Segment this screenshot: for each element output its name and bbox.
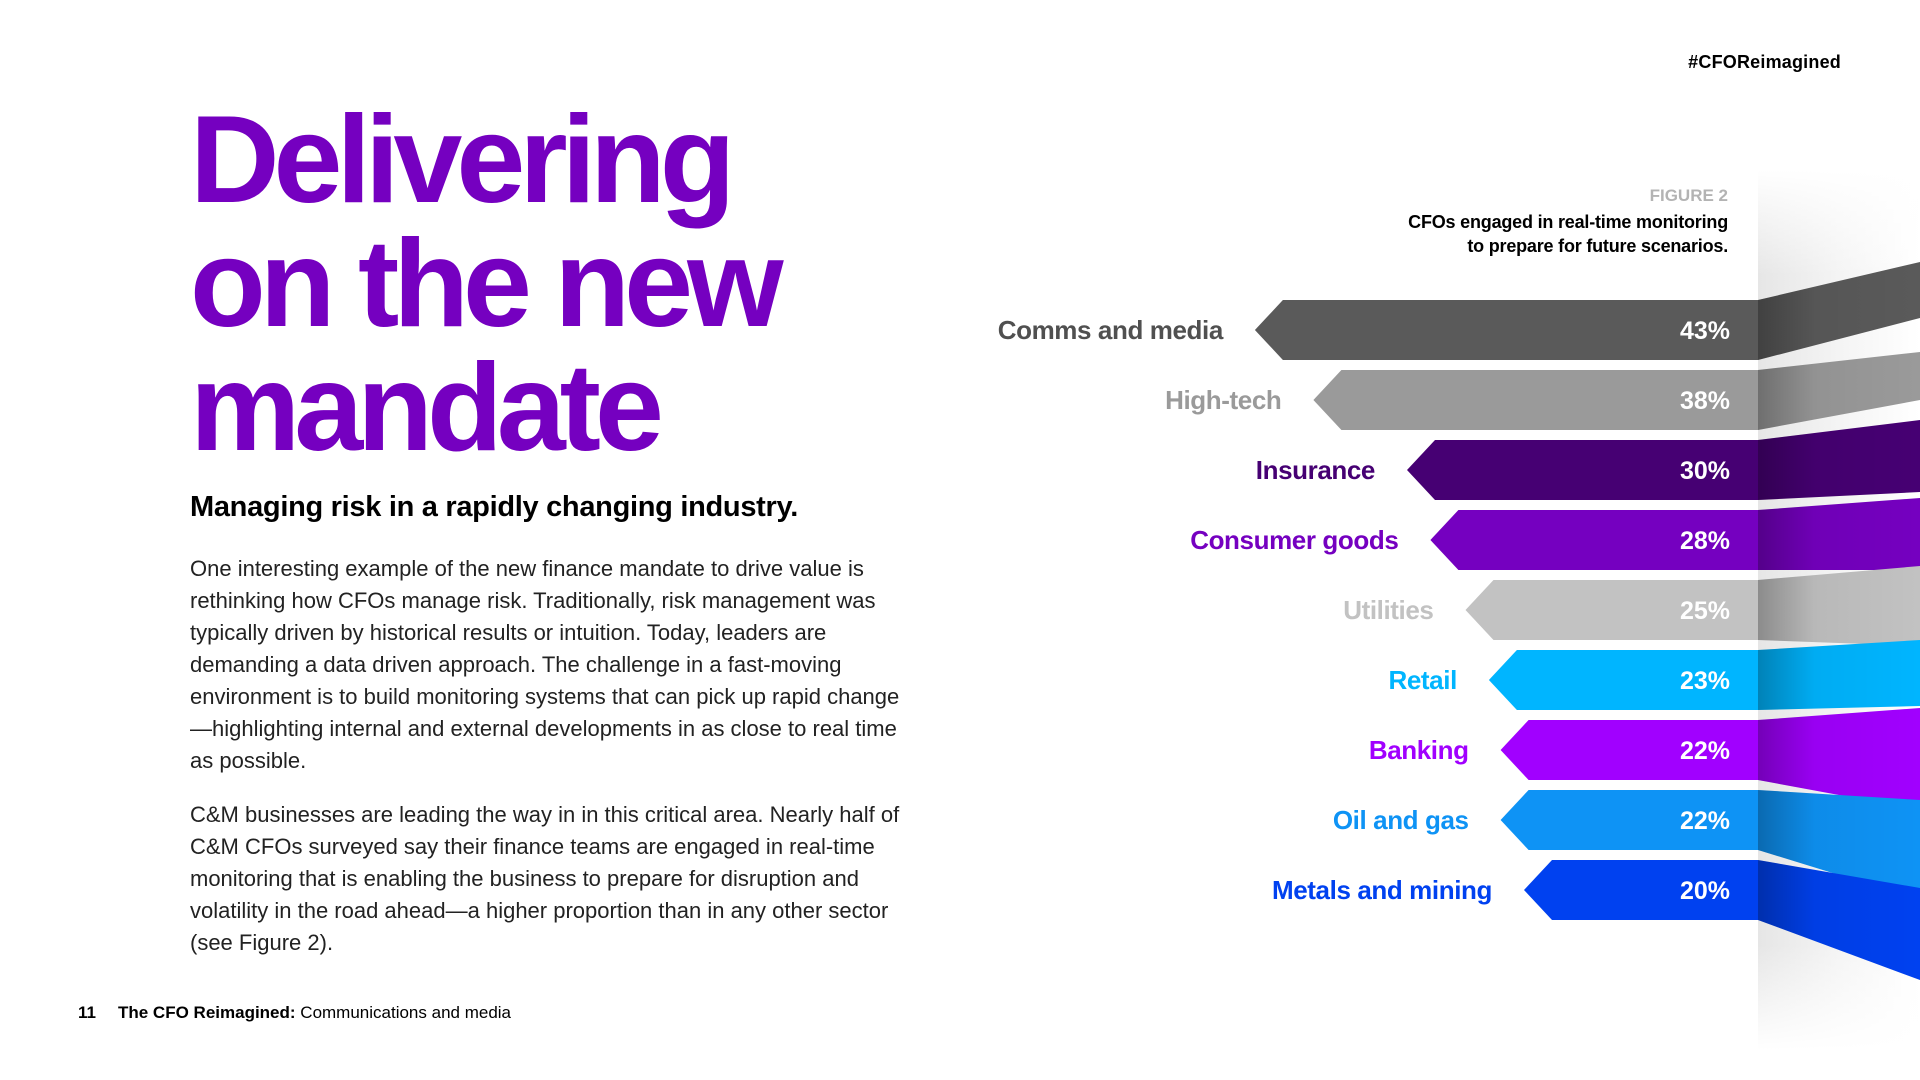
value-label-banking: 22% — [1680, 737, 1730, 765]
ribbon-shade-utilities — [1758, 566, 1920, 646]
category-label-banking: Banking — [1369, 735, 1469, 765]
category-label-utilities: Utilities — [1343, 595, 1433, 625]
bar-utilities — [1465, 580, 1758, 640]
headline-line-3: mandate — [190, 339, 664, 477]
category-label-oil-and-gas: Oil and gas — [1333, 805, 1469, 835]
bar-comms-and-media — [1254, 300, 1758, 360]
category-label-high-tech: High-tech — [1165, 385, 1281, 415]
subheading: Managing risk in a rapidly changing indu… — [190, 491, 798, 523]
value-label-utilities: 25% — [1680, 597, 1730, 625]
category-label-comms-and-media: Comms and media — [998, 315, 1224, 345]
ribbon-shade-oil-and-gas — [1758, 790, 1920, 900]
value-label-metals-and-mining: 20% — [1680, 877, 1730, 905]
category-label-consumer-goods: Consumer goods — [1190, 525, 1398, 555]
bar-consumer-goods — [1430, 510, 1758, 570]
value-label-retail: 23% — [1680, 667, 1730, 695]
bar-high-tech — [1313, 370, 1758, 430]
value-label-insurance: 30% — [1680, 457, 1730, 485]
headline-line-1: Delivering — [190, 91, 736, 229]
value-label-oil-and-gas: 22% — [1680, 807, 1730, 835]
ribbon-shade-consumer-goods — [1758, 498, 1920, 570]
ribbon-shade-high-tech — [1758, 352, 1920, 430]
body-paragraph-2: C&M businesses are leading the way in in… — [190, 802, 900, 955]
ribbon-shade-insurance — [1758, 420, 1920, 500]
figure-caption-line-1: CFOs engaged in real-time monitoring — [1408, 212, 1728, 232]
bar-group: 43% Comms and media 38% High-tech 30% Insuran… — [998, 300, 1758, 920]
bar-retail — [1488, 650, 1758, 710]
category-label-insurance: Insurance — [1256, 455, 1375, 485]
figure-caption: CFOs engaged in real-time monitoring to … — [1308, 210, 1728, 258]
ribbon-shade-comms-and-media — [1758, 262, 1920, 360]
headline: Delivering on the new mandate — [190, 98, 890, 470]
bar-oil-and-gas — [1500, 790, 1758, 850]
ribbon-shade-metals-and-mining — [1758, 860, 1920, 980]
figure-caption-line-2: to prepare for future scenarios. — [1467, 236, 1728, 256]
hashtag: #CFOReimagined — [1688, 52, 1841, 72]
bar-banking — [1500, 720, 1758, 780]
ribbon-shade-banking — [1758, 708, 1920, 810]
value-label-comms-and-media: 43% — [1680, 317, 1730, 345]
ribbon-shade-retail — [1758, 640, 1920, 710]
footer-title-rest: Communications and media — [295, 1003, 512, 1022]
headline-line-2: on the new — [190, 215, 784, 353]
bar-metals-and-mining — [1524, 860, 1758, 920]
bar-insurance — [1407, 440, 1758, 500]
value-label-consumer-goods: 28% — [1680, 527, 1730, 555]
value-label-high-tech: 38% — [1680, 387, 1730, 415]
ribbon-group — [1758, 262, 1920, 980]
category-label-metals-and-mining: Metals and mining — [1272, 875, 1492, 905]
figure-label: FIGURE 2 — [1649, 186, 1728, 205]
page-footer: 11 The CFO Reimagined: Communications and… — [78, 1003, 511, 1023]
page-number: 11 — [78, 1003, 96, 1022]
footer-title-bold: The CFO Reimagined: — [117, 1003, 296, 1022]
category-label-retail: Retail — [1388, 665, 1456, 695]
body-paragraph-1: One interesting example of the new finan… — [190, 556, 900, 773]
